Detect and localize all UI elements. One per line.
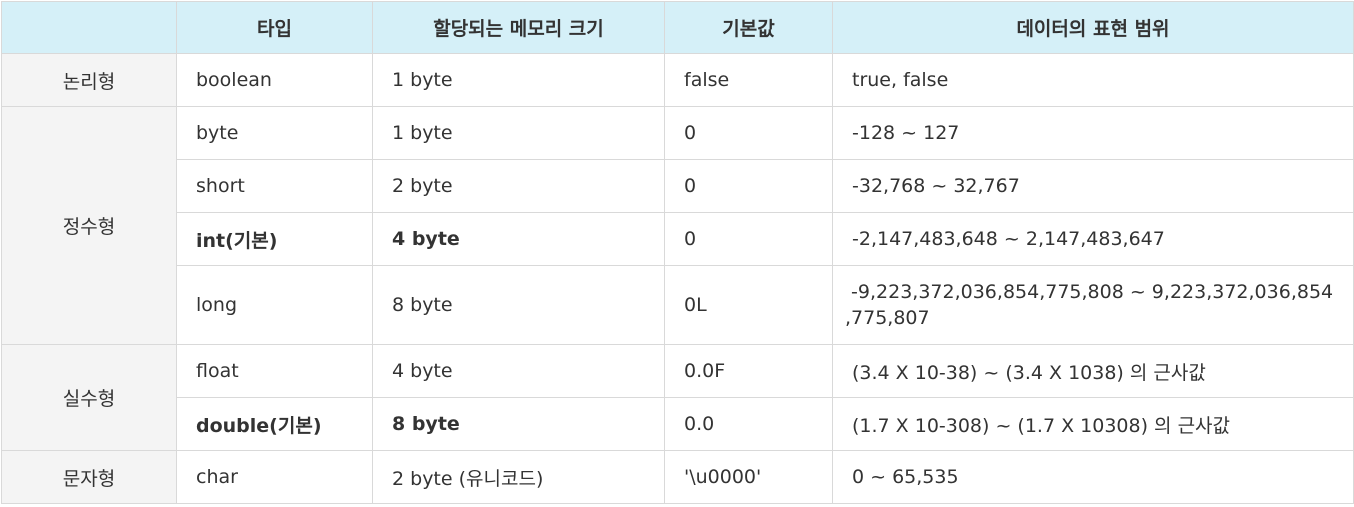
size-cell: 2 byte	[372, 159, 665, 213]
type-cell: short	[176, 159, 373, 213]
table-row: long 8 byte 0L -9,223,372,036,854,775,80…	[2, 265, 1354, 345]
type-cell: char	[176, 450, 373, 504]
default-cell: false	[664, 53, 833, 107]
header-category	[1, 1, 177, 54]
type-cell: int(기본)	[176, 212, 373, 266]
range-cell: 0 ~ 65,535	[832, 450, 1354, 504]
size-cell: 8 byte	[372, 397, 665, 451]
header-default: 기본값	[664, 1, 833, 54]
type-cell: byte	[176, 106, 373, 160]
size-cell: 1 byte	[372, 53, 665, 107]
default-cell: '\u0000'	[664, 450, 833, 504]
table-row: short 2 byte 0 -32,768 ~ 32,767	[2, 159, 1354, 213]
range-cell: (3.4 X 10-38) ~ (3.4 X 1038) 의 근사값	[832, 344, 1354, 398]
table-row: 정수형 byte 1 byte 0 -128 ~ 127	[1, 106, 1354, 345]
range-cell: -32,768 ~ 32,767	[832, 159, 1354, 213]
default-cell: 0	[664, 159, 833, 213]
range-cell: (1.7 X 10-308) ~ (1.7 X 10308) 의 근사값	[832, 397, 1354, 451]
type-cell: long	[176, 265, 373, 345]
range-line-2: ,775,807	[845, 307, 930, 329]
table-row: int(기본) 4 byte 0 -2,147,483,648 ~ 2,147,…	[2, 212, 1354, 266]
default-cell: 0	[664, 106, 833, 160]
type-cell: boolean	[176, 53, 373, 107]
size-cell: 4 byte	[372, 344, 665, 398]
range-line-1: -9,223,372,036,854,775,808 ~ 9,223,372,0…	[845, 281, 1334, 303]
default-cell: 0L	[664, 265, 833, 345]
category-char: 문자형	[1, 450, 177, 504]
category-integer: 정수형	[1, 106, 177, 345]
default-cell: 0	[664, 212, 833, 266]
range-cell: -128 ~ 127	[832, 106, 1354, 160]
size-cell: 4 byte	[372, 212, 665, 266]
header-range: 데이터의 표현 범위	[832, 1, 1354, 54]
table-row: 문자형 char 2 byte (유니코드) '\u0000' 0 ~ 65,5…	[1, 450, 1354, 504]
range-cell: true, false	[832, 53, 1354, 107]
header-type: 타입	[176, 1, 373, 54]
type-cell: float	[176, 344, 373, 398]
range-cell: -9,223,372,036,854,775,808 ~ 9,223,372,0…	[832, 265, 1354, 345]
size-cell: 2 byte (유니코드)	[372, 450, 665, 504]
header-size: 할당되는 메모리 크기	[372, 1, 665, 54]
size-cell: 8 byte	[372, 265, 665, 345]
table-row: double(기본) 8 byte 0.0 (1.7 X 10-308) ~ (…	[2, 397, 1354, 451]
table-row: 실수형 float 4 byte 0.0F (3.4 X 10-38) ~ (3…	[1, 344, 1354, 451]
header-row: 타입 할당되는 메모리 크기 기본값 데이터의 표현 범위	[1, 1, 1354, 54]
default-cell: 0.0	[664, 397, 833, 451]
default-cell: 0.0F	[664, 344, 833, 398]
size-cell: 1 byte	[372, 106, 665, 160]
range-cell: -2,147,483,648 ~ 2,147,483,647	[832, 212, 1354, 266]
category-logical: 논리형	[1, 53, 177, 107]
type-cell: double(기본)	[176, 397, 373, 451]
table-row: 논리형 boolean 1 byte false true, false	[1, 53, 1354, 107]
category-real: 실수형	[1, 344, 177, 451]
